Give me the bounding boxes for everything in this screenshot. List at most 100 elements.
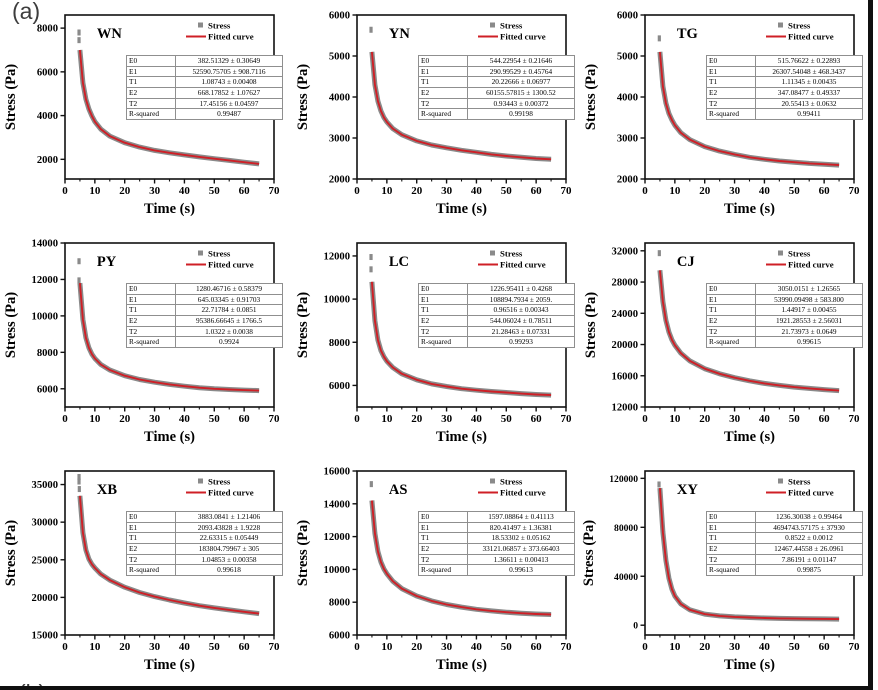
x-tick-label: 40 (471, 413, 483, 425)
stress-point (77, 37, 81, 44)
x-tick-label: 0 (354, 641, 360, 653)
fitted-curve-line (370, 281, 552, 397)
fit-parameter-row: E0 382.51329 ± 0.30649 (126, 55, 283, 67)
param-value: 53990.09498 ± 583.800 (755, 293, 863, 306)
param-value: 0.99613 (467, 564, 575, 576)
param-name: E2 (126, 314, 176, 327)
param-value: 1.04853 ± 0.00358 (175, 553, 283, 566)
chart-svg-YN: 0 10 20 30 40 50 60 70 Time (s) 2000 3000 4000 5000 6… (295, 11, 572, 218)
y-tick-label: 10000 (32, 311, 58, 322)
stress-point (77, 29, 81, 36)
legend-fitted-label: Fitted curve (500, 260, 546, 270)
legend-stress-label: Stress (788, 249, 811, 259)
y-tick-label: 0 (633, 621, 638, 632)
x-tick-label: 10 (669, 641, 681, 653)
x-tick-label: 30 (149, 641, 161, 653)
y-tick-label: 12000 (324, 251, 350, 262)
param-name: E2 (418, 86, 468, 99)
x-tick-label: 50 (789, 185, 801, 197)
x-tick-label: 20 (699, 185, 711, 197)
x-axis: 0 10 20 30 40 50 60 70 (642, 635, 860, 653)
y-tick-label: 12000 (324, 532, 350, 543)
param-value: 820.41497 ± 1.36381 (467, 521, 575, 534)
x-tick-label: 20 (119, 185, 131, 197)
fit-parameter-table-WN: E0 382.51329 ± 0.30649 E1 52590.75705 ± 908… (126, 55, 283, 120)
param-value: 95386.66645 ± 1766.5 (175, 314, 283, 327)
param-value: 108894.7934 ± 2059. (467, 293, 575, 306)
legend-stress-label: Stress (788, 21, 811, 31)
y-tick-label: 2000 (37, 155, 58, 166)
x-tick-label: 70 (269, 413, 281, 425)
y-tick-label: 8000 (329, 338, 350, 349)
x-tick-label: 20 (119, 413, 131, 425)
legend-fitted-label: Fitted curve (208, 260, 254, 270)
x-tick-label: 10 (89, 641, 101, 653)
x-tick-label: 30 (441, 413, 453, 425)
x-tick-label: 10 (381, 185, 393, 197)
param-value: 183804.79967 ± 305 (175, 542, 283, 555)
y-tick-label: 14000 (32, 239, 58, 250)
x-tick-label: 40 (759, 641, 771, 653)
param-name: E1 (706, 293, 756, 306)
param-name: R-squared (126, 336, 176, 348)
y-axis-title: Stress (Pa) (582, 520, 597, 586)
y-tick-label: 6000 (617, 11, 638, 22)
x-tick-label: 10 (381, 641, 393, 653)
param-name: E0 (706, 55, 756, 67)
x-axis-title: Time (s) (144, 657, 195, 673)
fit-parameter-row: T2 1.0322 ± 0.0038 (126, 325, 283, 338)
x-tick-label: 60 (531, 185, 543, 197)
param-name: E0 (418, 283, 468, 295)
x-axis: 0 10 20 30 40 50 60 70 (354, 407, 572, 425)
y-tick-label: 10000 (324, 295, 350, 306)
y-tick-label: 3000 (329, 134, 350, 145)
fit-parameter-row: T1 22.71784 ± 0.0851 (126, 304, 283, 316)
param-name: T2 (418, 325, 468, 338)
chart-svg-AS: 0 10 20 30 40 50 60 70 Time (s) 6000 8000 10000 1200… (295, 467, 572, 674)
param-value: 17.45156 ± 0.04597 (175, 97, 283, 110)
chart-panel-XY: 0 10 20 30 40 50 60 70 Time (s) 0 40000 80000 120000… (582, 459, 875, 687)
fit-parameter-row: E2 347.08477 ± 0.49337 (706, 86, 863, 99)
y-axis: 2000 3000 4000 5000 6000 (329, 11, 357, 186)
x-tick-label: 30 (149, 413, 161, 425)
param-value: 1.36611 ± 0.00413 (467, 553, 575, 566)
fit-parameter-row: E1 645.03345 ± 0.91703 (126, 293, 283, 306)
panel-label: PY (97, 254, 117, 270)
fit-parameter-table-AS: E0 1597.08864 ± 0.41113 E1 820.41497 ± 1.36… (418, 511, 575, 576)
stress-point (77, 474, 81, 481)
x-tick-label: 10 (669, 185, 681, 197)
fit-parameter-row: E0 1597.08864 ± 0.41113 (418, 511, 575, 523)
legend-fitted-label: Fitted curve (788, 260, 834, 270)
fit-parameter-row: R-squared 0.99487 (126, 108, 283, 120)
x-tick-label: 30 (729, 413, 741, 425)
y-tick-label: 5000 (329, 52, 350, 63)
y-tick-label: 6000 (329, 381, 350, 392)
x-tick-label: 0 (62, 413, 68, 425)
figure-border-bottom (0, 686, 873, 690)
y-tick-label: 6000 (37, 384, 58, 395)
param-name: T2 (126, 553, 176, 566)
param-name: E1 (418, 521, 468, 534)
param-value: 0.8522 ± 0.0012 (755, 532, 863, 544)
x-tick-label: 20 (699, 413, 711, 425)
y-axis-title: Stress (Pa) (3, 64, 19, 130)
param-value: 0.99618 (175, 564, 283, 576)
x-axis: 0 10 20 30 40 50 60 70 (642, 179, 860, 197)
fitted-curve-line (78, 49, 260, 165)
x-axis: 0 10 20 30 40 50 60 70 (354, 635, 572, 653)
fitted-curve-line (370, 51, 552, 161)
chart-panel-YN: 0 10 20 30 40 50 60 70 Time (s) 2000 3000 4000 5000 6… (294, 3, 587, 231)
legend-fitted-label: Fitted curve (208, 488, 254, 498)
fit-parameter-row: E0 1236.30038 ± 0.99464 (706, 511, 863, 523)
fit-parameter-table-LC: E0 1226.95411 ± 0.4268 E1 108894.7934 ± 205… (418, 283, 575, 348)
y-tick-label: 14000 (324, 499, 350, 510)
param-name: E2 (418, 314, 468, 327)
fit-parameter-row: E1 2093.43828 ± 1.9228 (126, 521, 283, 534)
x-axis-title: Time (s) (724, 201, 775, 217)
param-name: E0 (418, 511, 468, 523)
y-axis: 12000 16000 20000 24000 28000 32000 (612, 246, 645, 414)
x-axis-title: Time (s) (436, 657, 487, 673)
fit-parameter-row: E1 820.41497 ± 1.36381 (418, 521, 575, 534)
